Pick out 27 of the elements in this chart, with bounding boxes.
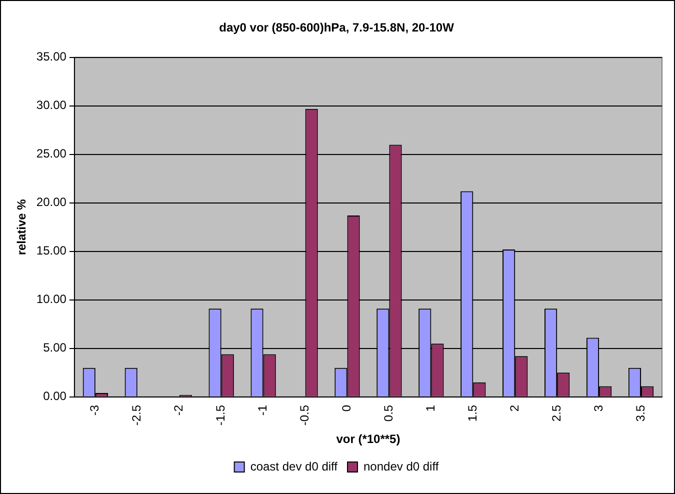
y-axis-title: relative % bbox=[14, 198, 29, 256]
y-tick-label: 30.00 bbox=[36, 98, 67, 112]
y-tick-label: 5.00 bbox=[43, 340, 67, 355]
y-tick-label: 25.00 bbox=[36, 146, 67, 161]
x-tick-label: -2 bbox=[172, 404, 186, 416]
y-tick-label: 35.00 bbox=[36, 50, 67, 64]
x-tick-label: -2.5 bbox=[130, 404, 144, 426]
x-tick-label: 2.5 bbox=[549, 404, 564, 422]
x-tick-label: -3 bbox=[88, 404, 102, 416]
x-tick-label: 0.5 bbox=[382, 404, 396, 422]
x-tick-label: 3 bbox=[591, 404, 606, 412]
x-tick-label: 3.5 bbox=[633, 404, 648, 422]
chart-title: day0 vor (850-600)hPa, 7.9-15.8N, 20-10W bbox=[219, 20, 455, 35]
legend-label: coast dev d0 diff bbox=[250, 459, 338, 474]
x-tick-label: -0.5 bbox=[298, 404, 312, 426]
y-tick-label: 0.00 bbox=[43, 389, 67, 404]
x-tick-label: 1 bbox=[423, 404, 438, 412]
y-tick-label: 15.00 bbox=[36, 244, 67, 258]
x-axis-title: vor (*10**5) bbox=[336, 432, 400, 446]
legend-label: nondev d0 diff bbox=[363, 459, 440, 474]
x-tick-label: 2 bbox=[507, 404, 522, 412]
x-tick-label: -1.5 bbox=[214, 404, 228, 426]
x-tick-label: 0 bbox=[340, 404, 354, 412]
x-tick-label: 1.5 bbox=[465, 404, 480, 422]
x-tick-label: -1 bbox=[256, 404, 270, 416]
y-tick-label: 10.00 bbox=[36, 292, 67, 306]
y-tick-label: 20.00 bbox=[36, 195, 67, 210]
